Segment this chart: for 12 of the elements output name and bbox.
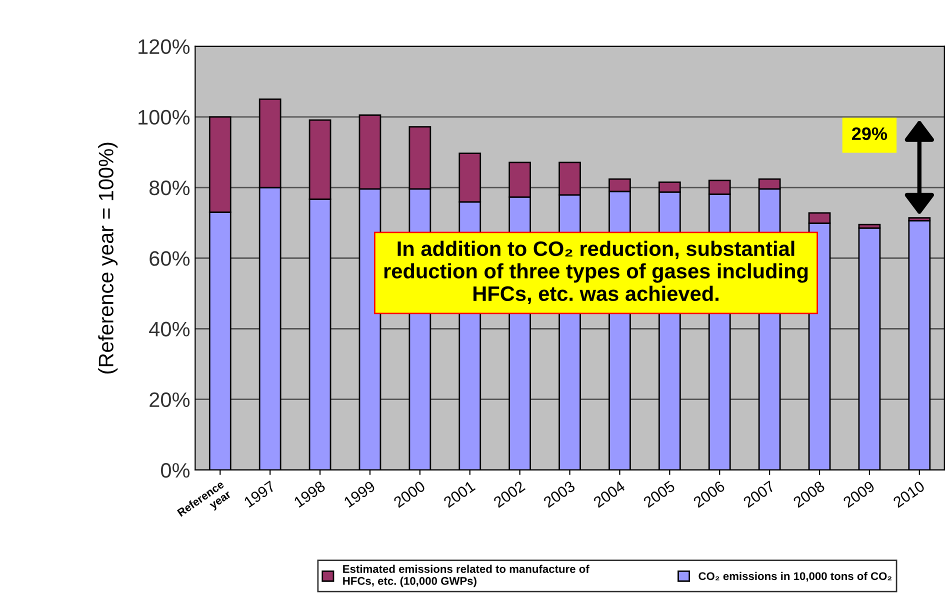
y-axis-title: (Reference year = 100%) <box>98 142 118 374</box>
y-tick-label: 40% <box>149 322 190 336</box>
y-tick-label: 20% <box>150 392 190 408</box>
annotation: In addition to CO₂ reduction, substantial reduction of three types of gases including HFCs, etc. was achieved. <box>384 240 808 304</box>
y-tick-label: 120% <box>138 39 190 54</box>
y-tick-label: 60% <box>150 251 190 266</box>
legend-label: CO₂ emissions in 10,000 tons of CO₂ <box>698 572 892 582</box>
y-tick-label: 100% <box>138 110 190 125</box>
legend-label: Estimated emissions related to manufacture of HFCs, etc. (10,000 GWPs) <box>343 564 590 588</box>
y-tick-label: 0% <box>161 462 190 478</box>
y-tick-label: 80% <box>150 180 190 196</box>
annotation: 29% <box>852 127 888 140</box>
